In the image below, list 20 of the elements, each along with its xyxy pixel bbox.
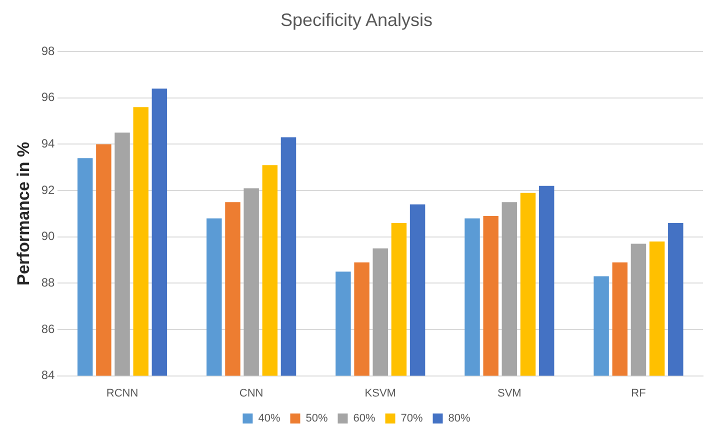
legend-label: 50%: [306, 412, 328, 425]
legend-label: 40%: [258, 412, 280, 425]
y-tick-label: 92: [41, 182, 56, 197]
x-tick-label: CNN: [239, 387, 264, 400]
y-tick-label: 96: [41, 90, 56, 104]
legend-label: 60%: [353, 412, 376, 425]
y-tick-label: 94: [41, 136, 56, 151]
y-tick-label: 88: [41, 275, 56, 290]
x-tick-label: RCNN: [106, 387, 138, 400]
x-tick-label: SVM: [498, 387, 522, 400]
legend-label: 80%: [448, 412, 471, 425]
x-tick-label: RF: [631, 387, 646, 400]
x-tick-label: KSVM: [364, 387, 396, 400]
y-axis-title: Performance in %: [14, 142, 33, 286]
y-tick-label: 98: [41, 44, 56, 58]
chart-title: Specificity Analysis: [280, 10, 433, 30]
y-tick-label: 86: [41, 322, 56, 336]
y-tick-label: 84: [41, 368, 56, 382]
y-tick-label: 90: [41, 229, 56, 244]
legend-label: 70%: [400, 412, 423, 425]
